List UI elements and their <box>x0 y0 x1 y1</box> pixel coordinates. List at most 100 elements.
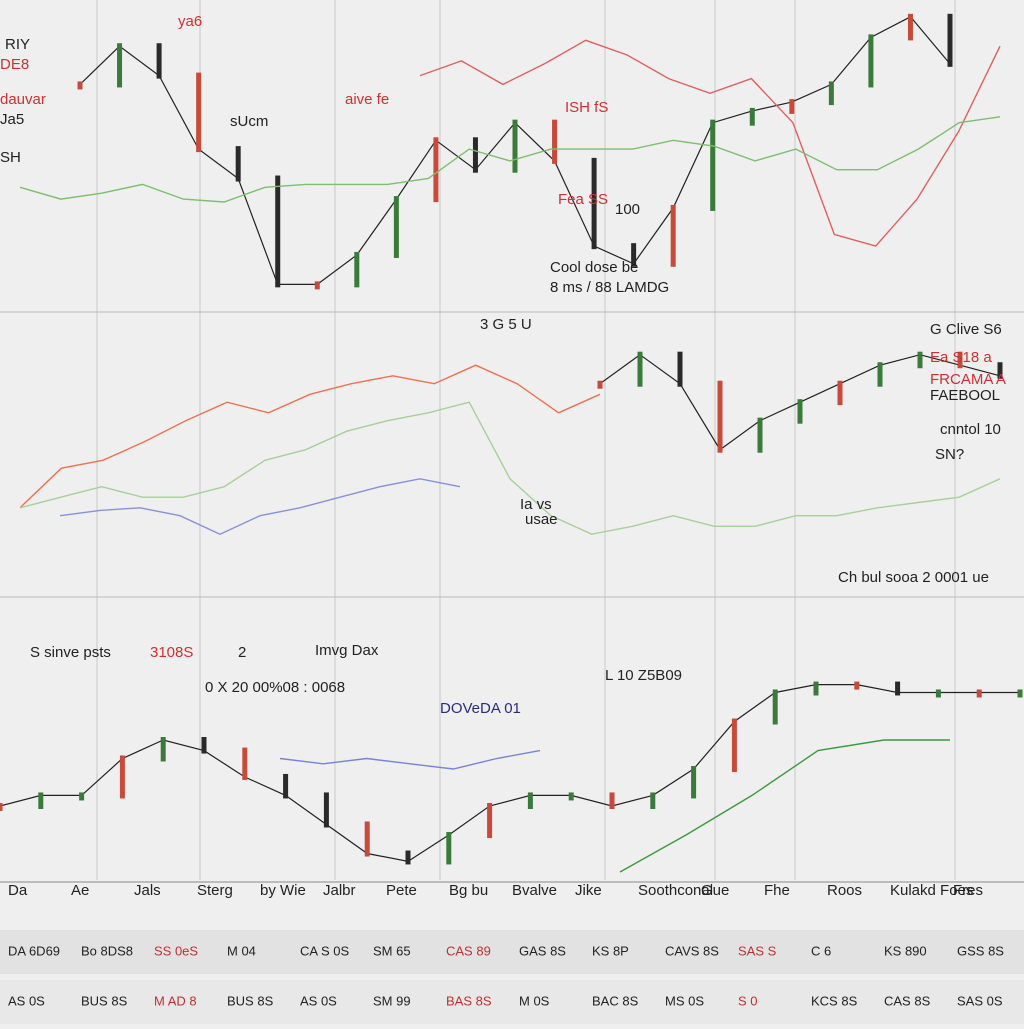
candle <box>527 792 533 809</box>
panel-label: Ia vs <box>520 496 552 513</box>
panel-label: Ja5 <box>0 111 24 128</box>
candle <box>446 832 452 865</box>
candle <box>354 251 360 288</box>
axis-label: Ae <box>71 882 89 899</box>
footer-cell: GAS 8S <box>519 943 566 958</box>
panel-label: cnntol 10 <box>940 421 1001 438</box>
panel-label: 100 <box>615 201 640 218</box>
panel-label: FAEBOOL <box>930 387 1000 404</box>
footer-cell: SM 65 <box>373 943 411 958</box>
panel-label: ISH fS <box>565 99 608 116</box>
candle <box>275 175 281 288</box>
panel-label: Ea S18 a <box>930 349 992 366</box>
candle <box>757 417 763 453</box>
candle <box>405 850 411 865</box>
panel-label: G Clive S6 <box>930 321 1002 338</box>
axis-label: Roos <box>827 882 862 899</box>
candle <box>242 747 248 780</box>
footer-cell: CAS 8S <box>884 993 931 1008</box>
footer-cell: M 04 <box>227 943 256 958</box>
footer-cell: Bo 8DS8 <box>81 943 133 958</box>
candle <box>552 119 558 164</box>
axis-label: Pete <box>386 882 417 899</box>
footer-cell: C 6 <box>811 943 831 958</box>
candle <box>472 137 478 173</box>
candle <box>691 766 697 799</box>
panel-label: sUcm <box>230 113 268 130</box>
candle <box>710 119 716 211</box>
candle <box>38 792 44 809</box>
panel-label: SN? <box>935 446 964 463</box>
footer-cell: CAVS 8S <box>665 943 719 958</box>
candle <box>976 689 982 698</box>
footer-cell: AS 0S <box>8 993 45 1008</box>
candle <box>895 681 901 696</box>
price-line <box>59 478 461 535</box>
candle <box>789 99 795 114</box>
panel-label: DE8 <box>0 56 29 73</box>
candle <box>917 351 923 369</box>
panel-label: DOVeDA 01 <box>440 700 521 717</box>
candle <box>868 34 874 88</box>
panel-label: aive fe <box>345 91 389 108</box>
candle <box>947 13 953 67</box>
footer-cell: BAS 8S <box>446 993 492 1008</box>
candle <box>79 792 85 801</box>
panel-label: 3108S <box>150 644 193 661</box>
candle <box>828 81 834 106</box>
footer-row-bg <box>0 930 1024 974</box>
axis-label: Fres <box>953 882 983 899</box>
candle <box>393 196 399 258</box>
candle <box>772 689 778 725</box>
candle <box>957 351 963 369</box>
panel-label: L 10 Z5B09 <box>605 667 682 684</box>
price-line <box>19 401 1001 535</box>
candle <box>670 204 676 267</box>
candle <box>487 803 493 839</box>
candle <box>119 755 125 799</box>
footer-row-bg <box>0 980 1024 1024</box>
axis-label: Fhe <box>764 882 790 899</box>
panel-label: dauvar <box>0 91 46 108</box>
candle <box>631 243 637 267</box>
panel-label: Cool dose be <box>550 259 638 276</box>
footer-cell: KCS 8S <box>811 993 858 1008</box>
price-line <box>0 683 1020 863</box>
candle <box>637 351 643 387</box>
candle <box>323 792 329 828</box>
footer-cell: SAS S <box>738 943 777 958</box>
footer-cell: KS 8P <box>592 943 629 958</box>
candle <box>1017 689 1023 698</box>
panel-label: 2 <box>238 644 246 661</box>
candle <box>854 681 860 690</box>
candle <box>0 803 3 811</box>
footer-cell: GSS 8S <box>957 943 1004 958</box>
axis-label: Kulakd Foes <box>890 882 973 899</box>
axis-label: Bg bu <box>449 882 488 899</box>
candle <box>797 399 803 424</box>
panel-label: S sinve psts <box>30 644 111 661</box>
candle <box>597 380 603 389</box>
candle <box>314 281 320 290</box>
candle <box>568 792 574 801</box>
candle <box>837 380 843 406</box>
footer-cell: S 0 <box>738 993 758 1008</box>
candle <box>717 380 723 453</box>
price-line <box>419 39 1001 247</box>
axis-label: by Wie <box>260 882 306 899</box>
candle <box>117 43 123 88</box>
footer-cell: DA 6D69 <box>8 943 60 958</box>
candle <box>813 681 819 696</box>
price-line <box>619 739 950 873</box>
footer-cell: SS 0eS <box>154 943 198 958</box>
candle <box>650 792 656 809</box>
candle <box>877 362 883 387</box>
footer-cell: BUS 8S <box>81 993 128 1008</box>
candle <box>935 689 941 698</box>
footer-cell: BAC 8S <box>592 993 639 1008</box>
axis-label: Jalbr <box>323 882 356 899</box>
candle <box>77 81 83 90</box>
panel-label: 3 G 5 U <box>480 316 532 333</box>
